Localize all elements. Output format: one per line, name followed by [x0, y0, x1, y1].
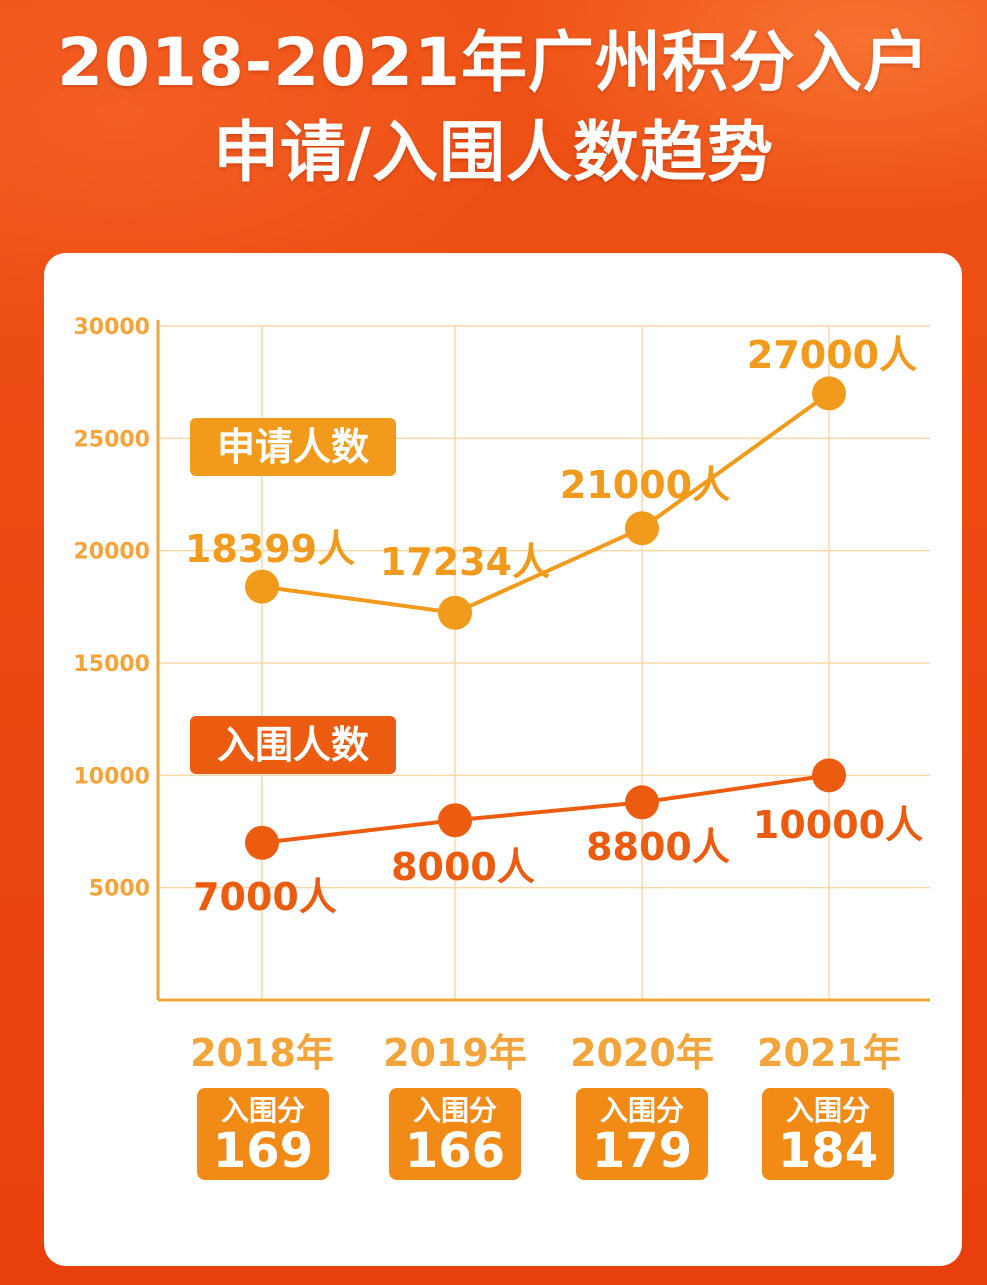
data-point — [625, 785, 659, 820]
data-point — [625, 511, 659, 546]
data-point — [812, 758, 846, 793]
score-label: 入围分 — [412, 1094, 497, 1127]
y-tick-label: 5000 — [89, 877, 150, 902]
score-value: 166 — [404, 1123, 506, 1179]
legend-label: 申请人数 — [217, 425, 369, 469]
x-tick-label: 2019年 — [383, 1031, 527, 1075]
score-box-2020: 入围分 179 — [576, 1088, 708, 1180]
score-value: 179 — [591, 1123, 693, 1179]
data-label: 10000人 — [753, 803, 923, 847]
data-label: 8800人 — [586, 825, 730, 869]
data-label: 8000人 — [391, 845, 535, 889]
data-point — [245, 569, 279, 604]
legend-tag-admit — [190, 716, 396, 774]
legend-tag-apply — [190, 418, 396, 476]
x-tick-label: 2018年 — [190, 1031, 334, 1075]
data-point — [438, 595, 472, 630]
y-tick-label: 30000 — [73, 315, 150, 340]
score-value: 184 — [777, 1123, 879, 1179]
data-label: 27000人 — [747, 333, 917, 377]
series-line-apply — [261, 391, 831, 615]
title-line-2: 申请/入围人数趋势 — [212, 114, 775, 191]
y-tick-label: 10000 — [73, 764, 150, 789]
x-tick-label: 2020年 — [570, 1031, 714, 1075]
series-line-admit — [261, 773, 830, 845]
data-point — [812, 376, 846, 411]
data-label: 18399人 — [185, 527, 355, 571]
data-label: 7000人 — [193, 875, 337, 919]
data-label: 17234人 — [380, 540, 550, 584]
score-label: 入围分 — [220, 1094, 305, 1127]
y-tick-label: 25000 — [73, 427, 150, 452]
score-label: 入围分 — [785, 1094, 870, 1127]
data-point — [438, 803, 472, 838]
score-value: 169 — [212, 1123, 314, 1179]
score-box-2021: 入围分 184 — [762, 1088, 894, 1180]
data-label: 21000人 — [560, 463, 730, 507]
title-line-1: 2018-2021年广州积分入户 — [57, 24, 930, 101]
score-label: 入围分 — [599, 1094, 684, 1127]
x-tick-label: 2021年 — [757, 1031, 901, 1075]
score-box-2018: 入围分 169 — [197, 1088, 329, 1180]
legend-label: 入围人数 — [217, 723, 369, 767]
score-box-2019: 入围分 166 — [389, 1088, 521, 1180]
data-point — [245, 825, 279, 860]
y-tick-label: 15000 — [73, 652, 150, 677]
y-tick-label: 20000 — [73, 540, 150, 565]
